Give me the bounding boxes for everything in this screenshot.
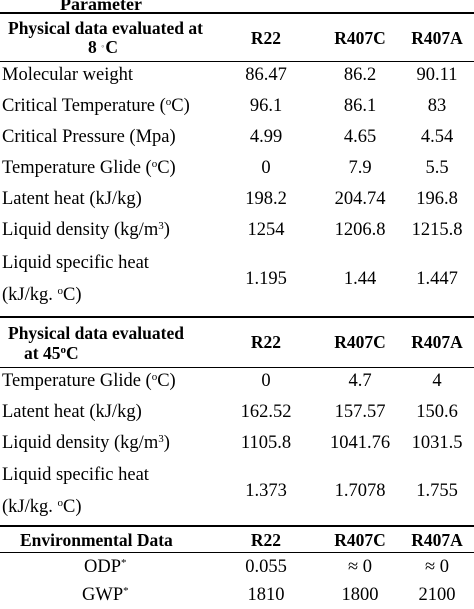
value-r407c: 86.2 xyxy=(343,65,377,85)
value-r407c: ≈ 0 xyxy=(347,557,373,577)
table-row: Molecular weight 86.47 86.2 90.11 xyxy=(0,64,474,94)
value-r407c: 4.65 xyxy=(343,127,377,147)
value-r407a: 90.11 xyxy=(416,65,458,85)
table-row: ODP* 0.055 ≈ 0 ≈ 0 xyxy=(0,555,474,581)
value-r407c: 1800 xyxy=(341,585,379,605)
row-label: Critical Pressure (Mpa) xyxy=(2,127,176,147)
value-r407a: 5.5 xyxy=(425,158,449,178)
section2-end-rule xyxy=(0,525,474,527)
value-r407a: 1.755 xyxy=(416,481,458,501)
top-rule xyxy=(0,12,474,14)
value-r22: 1810 xyxy=(247,585,285,605)
value-r407a: ≈ 0 xyxy=(424,557,450,577)
row-label-line1: Liquid specific heat xyxy=(2,253,149,273)
value-r22: 0.055 xyxy=(245,557,287,577)
value-r22: 4.99 xyxy=(249,127,283,147)
section1-temp-unit: C xyxy=(105,37,118,57)
section2-col-r407c: R407C xyxy=(334,332,386,352)
value-r407a: 1031.5 xyxy=(411,433,463,453)
value-r22: 1.195 xyxy=(245,269,287,289)
row-label: Temperature Glide (oC) xyxy=(2,370,176,391)
section3-col-r407a: R407A xyxy=(411,530,463,550)
value-r22: 198.2 xyxy=(245,189,287,209)
row-label-line2: (kJ/kg. oC) xyxy=(2,284,82,305)
value-r407a: 4.54 xyxy=(420,127,454,147)
section2-header: Physical data evaluated at 45oC R22 R407… xyxy=(0,320,474,366)
section3-header: Environmental Data R22 R407C R407A xyxy=(0,528,474,552)
section1-col-r407a: R407A xyxy=(411,28,463,48)
value-r407a: 150.6 xyxy=(416,402,458,422)
value-r407c: 7.9 xyxy=(348,158,372,178)
value-r407c: 86.1 xyxy=(343,96,377,116)
table-row: Latent heat (kJ/kg) 162.52 157.57 150.6 xyxy=(0,401,474,431)
section3-col-r22: R22 xyxy=(250,530,282,550)
value-r407c: 1206.8 xyxy=(334,220,386,240)
table-row: Liquid specific heat (kJ/kg. oC) 1.195 1… xyxy=(0,252,474,314)
value-r407a: 83 xyxy=(427,96,447,116)
value-r22: 0 xyxy=(261,158,271,178)
value-r22: 96.1 xyxy=(249,96,283,116)
value-r407c: 204.74 xyxy=(334,189,386,209)
value-r22: 0 xyxy=(261,371,271,391)
section1-col-r22: R22 xyxy=(250,28,282,48)
row-label: Liquid density (kg/m3) xyxy=(2,219,170,240)
row-label: Critical Temperature (oC) xyxy=(2,95,190,116)
value-r22: 86.47 xyxy=(245,65,287,85)
row-label: Latent heat (kJ/kg) xyxy=(2,189,142,209)
value-r407c: 4.7 xyxy=(348,371,372,391)
table-row: GWP* 1810 1800 2100 xyxy=(0,584,474,609)
value-r22: 1254 xyxy=(247,220,285,240)
value-r407a: 196.8 xyxy=(416,189,458,209)
value-r407a: 1.447 xyxy=(416,269,458,289)
table-row: Liquid density (kg/m3) 1254 1206.8 1215.… xyxy=(0,219,474,249)
section2-header-label-line1: Physical data evaluated xyxy=(8,323,184,343)
table-row: Liquid density (kg/m3) 1105.8 1041.76 10… xyxy=(0,432,474,462)
value-r407a: 4 xyxy=(432,371,442,391)
section3-header-rule xyxy=(0,552,474,553)
value-r407a: 2100 xyxy=(418,585,456,605)
section3-header-label: Environmental Data xyxy=(20,530,173,550)
row-label: ODP* xyxy=(84,556,127,577)
row-label: Liquid density (kg/m3) xyxy=(2,432,170,453)
section1-temp-value: 8 xyxy=(88,37,102,57)
value-r407c: 1.44 xyxy=(343,269,377,289)
row-label: GWP* xyxy=(82,584,129,605)
section1-header-label-line2: 8 ◦C xyxy=(88,37,118,58)
section1-header: Physical data evaluated at 8 ◦C R22 R407… xyxy=(0,14,474,60)
section2-header-rule xyxy=(0,367,474,368)
table-row: Critical Pressure (Mpa) 4.99 4.65 4.54 xyxy=(0,126,474,156)
row-label-line2: (kJ/kg. oC) xyxy=(2,496,82,517)
value-r407c: 157.57 xyxy=(334,402,386,422)
value-r407c: 1041.76 xyxy=(329,433,391,453)
table-row: Temperature Glide (oC) 0 4.7 4 xyxy=(0,370,474,400)
table-row: Temperature Glide (oC) 0 7.9 5.5 xyxy=(0,157,474,187)
table-row: Latent heat (kJ/kg) 198.2 204.74 196.8 xyxy=(0,188,474,218)
section2-col-r407a: R407A xyxy=(411,332,463,352)
table-row: Liquid specific heat (kJ/kg. oC) 1.373 1… xyxy=(0,464,474,526)
value-r407a: 1215.8 xyxy=(411,220,463,240)
table-row: Critical Temperature (oC) 96.1 86.1 83 xyxy=(0,95,474,125)
row-label: Temperature Glide (oC) xyxy=(2,157,176,178)
section1-col-r407c: R407C xyxy=(334,28,386,48)
section3-col-r407c: R407C xyxy=(334,530,386,550)
section1-end-rule xyxy=(0,316,474,318)
parameter-caption: Parameter xyxy=(60,0,142,14)
row-label: Latent heat (kJ/kg) xyxy=(2,402,142,422)
section2-header-label-line2: at 45oC xyxy=(24,343,79,363)
section2-col-r22: R22 xyxy=(250,332,282,352)
value-r22: 1105.8 xyxy=(240,433,292,453)
row-label: Molecular weight xyxy=(2,65,133,85)
row-label-line1: Liquid specific heat xyxy=(2,465,149,485)
section1-header-label-line1: Physical data evaluated at xyxy=(8,18,203,38)
value-r22: 162.52 xyxy=(240,402,292,422)
degree-glyph-icon: ◦ xyxy=(101,41,105,52)
value-r22: 1.373 xyxy=(245,481,287,501)
value-r407c: 1.7078 xyxy=(334,481,386,501)
section1-header-rule xyxy=(0,61,474,62)
